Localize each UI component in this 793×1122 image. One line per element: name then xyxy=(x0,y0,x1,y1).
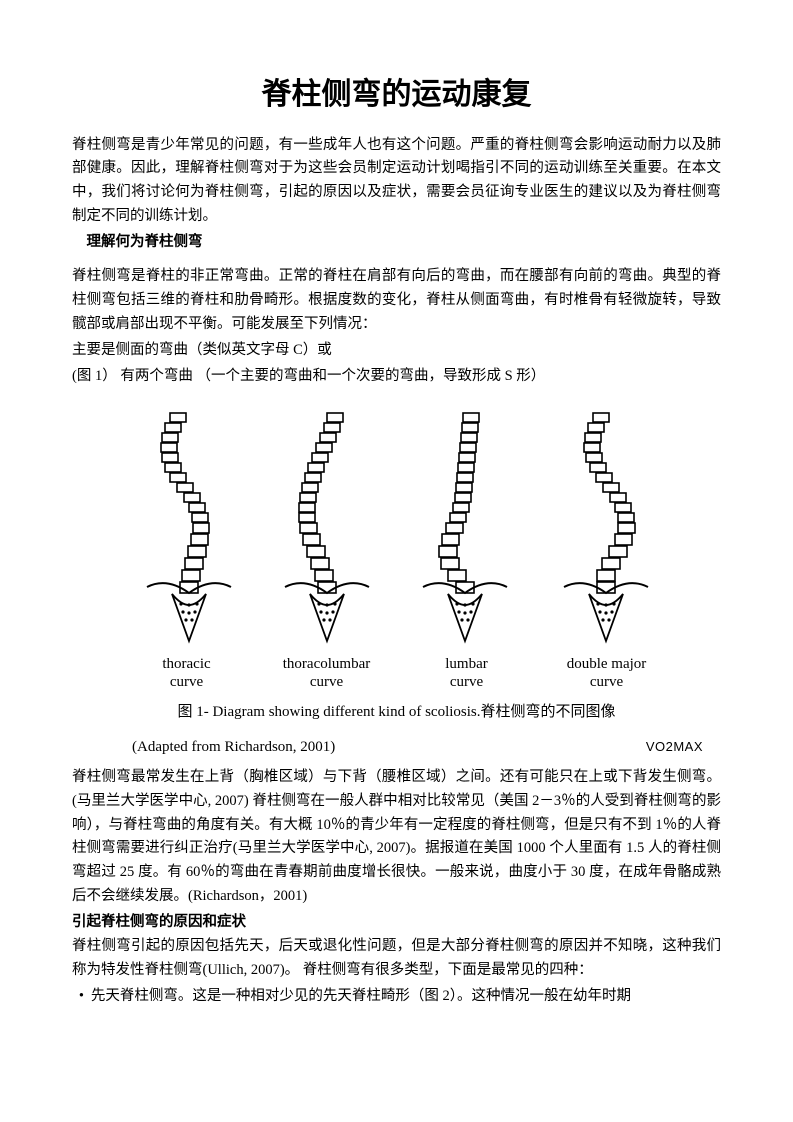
spine-thoracic: thoraciccurve xyxy=(132,409,242,693)
section-heading-understanding: 理解何为脊柱侧弯 xyxy=(72,231,721,255)
adapted-from: (Adapted from Richardson, 2001) xyxy=(132,735,335,760)
spine-thoracolumbar: thoracolumbarcurve xyxy=(272,409,382,693)
spine-double-major: double majorcurve xyxy=(552,409,662,693)
spine-double-major-svg xyxy=(557,409,657,649)
bullet-congenital: • 先天脊柱侧弯。这是一种相对少见的先天脊柱畸形（图 2）。这种情况一般在幼年时… xyxy=(72,985,721,1009)
spine-thoracic-svg xyxy=(137,409,237,649)
vo2max-label: VO2MAX xyxy=(646,736,703,757)
spine-label-double-major: double majorcurve xyxy=(567,655,647,693)
spine-label-thoracolumbar: thoracolumbarcurve xyxy=(283,655,370,693)
section1-line-c: 主要是侧面的弯曲（类似英文字母 C）或 xyxy=(72,339,721,363)
section1-para1: 脊柱侧弯是脊柱的非正常弯曲。正常的脊柱在肩部有向后的弯曲，而在腰部有向前的弯曲。… xyxy=(72,265,721,337)
spine-label-lumbar: lumbarcurve xyxy=(445,655,488,693)
bullet-icon: • xyxy=(72,985,91,1009)
spine-lumbar-svg xyxy=(417,409,517,649)
section1-line-s: (图 1） 有两个弯曲 （一个主要的弯曲和一个次要的弯曲，导致形成 S 形） xyxy=(72,365,721,389)
spine-lumbar: lumbarcurve xyxy=(412,409,522,693)
spine-label-thoracic: thoraciccurve xyxy=(162,655,210,693)
spine-diagram-row: thoraciccurve xyxy=(117,409,677,693)
spine-thoracolumbar-svg xyxy=(277,409,377,649)
section-heading-causes: 引起脊柱侧弯的原因和症状 xyxy=(72,911,721,935)
page-title: 脊柱侧弯的运动康复 xyxy=(72,70,721,120)
intro-paragraph: 脊柱侧弯是青少年常见的问题，有一些成年人也有这个问题。严重的脊柱侧弯会影响运动耐… xyxy=(72,134,721,230)
section1-para2: 脊柱侧弯最常发生在上背（胸椎区域）与下背（腰椎区域）之间。还有可能只在上或下背发… xyxy=(72,766,721,910)
section2-para1: 脊柱侧弯引起的原因包括先天，后天或退化性问题，但是大部分脊柱侧弯的原因并不知晓，… xyxy=(72,935,721,983)
adapted-row: (Adapted from Richardson, 2001) VO2MAX xyxy=(72,735,721,760)
bullet-text: 先天脊柱侧弯。这是一种相对少见的先天脊柱畸形（图 2）。这种情况一般在幼年时期 xyxy=(91,985,721,1009)
figure-caption: 图 1- Diagram showing different kind of s… xyxy=(72,700,721,725)
